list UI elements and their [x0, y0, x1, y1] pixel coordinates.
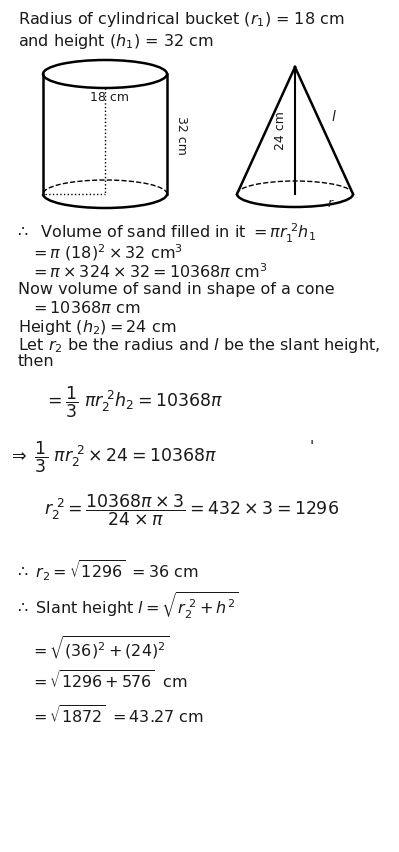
- Text: $= \sqrt{(36)^2 + (24)^2}$: $= \sqrt{(36)^2 + (24)^2}$: [30, 634, 169, 661]
- Text: $\therefore\ r_2 = \sqrt{1296}\ = 36$ cm: $\therefore\ r_2 = \sqrt{1296}\ = 36$ cm: [14, 557, 199, 582]
- Text: 18 cm: 18 cm: [89, 91, 128, 104]
- Text: Let $r_2$ be the radius and $l$ be the slant height,: Let $r_2$ be the radius and $l$ be the s…: [18, 336, 380, 354]
- Text: $\therefore\ \mathrm{Slant\ height}\ l = \sqrt{r_2^{\ 2} + h^2}$: $\therefore\ \mathrm{Slant\ height}\ l =…: [14, 590, 239, 621]
- Text: $= \dfrac{1}{3}\ \pi r_2^{\ 2} h_2 = 10368\pi$: $= \dfrac{1}{3}\ \pi r_2^{\ 2} h_2 = 103…: [44, 384, 223, 420]
- Text: $\therefore$  Volume of sand filled in it $= \pi r_1^{\ 2}h_1$: $\therefore$ Volume of sand filled in it…: [14, 222, 316, 245]
- Text: $= 10368\pi$ cm: $= 10368\pi$ cm: [30, 300, 140, 315]
- Text: $= \pi\ (18)^2 \times 32\ \mathrm{cm}^3$: $= \pi\ (18)^2 \times 32\ \mathrm{cm}^3$: [30, 242, 183, 262]
- Text: ': ': [310, 440, 314, 454]
- Text: $= \sqrt{1296 + 576}\ $ cm: $= \sqrt{1296 + 576}\ $ cm: [30, 669, 188, 691]
- Text: Height $(h_2) = 24$ cm: Height $(h_2) = 24$ cm: [18, 318, 176, 337]
- Text: and height ($h_1$) = 32 cm: and height ($h_1$) = 32 cm: [18, 32, 213, 51]
- Text: 24 cm: 24 cm: [274, 112, 287, 150]
- Text: $r$: $r$: [327, 197, 335, 210]
- Text: 32 cm: 32 cm: [176, 115, 188, 154]
- Text: $\Rightarrow\ \dfrac{1}{3}\ \pi r_2^{\ 2} \times 24 = 10368\pi$: $\Rightarrow\ \dfrac{1}{3}\ \pi r_2^{\ 2…: [8, 440, 217, 475]
- Text: $= \pi \times 324 \times 32 = 10368\pi\ \mathrm{cm}^3$: $= \pi \times 324 \times 32 = 10368\pi\ …: [30, 262, 267, 280]
- Text: Now volume of sand in shape of a cone: Now volume of sand in shape of a cone: [18, 282, 335, 296]
- Text: $l$: $l$: [331, 109, 337, 124]
- Text: $= \sqrt{1872}\ = 43.27$ cm: $= \sqrt{1872}\ = 43.27$ cm: [30, 704, 204, 726]
- Text: Radius of cylindrical bucket ($r_1$) = 18 cm: Radius of cylindrical bucket ($r_1$) = 1…: [18, 10, 344, 29]
- Text: then: then: [18, 354, 55, 369]
- Text: $r_2^{\ 2} = \dfrac{10368\pi \times 3}{24 \times \pi} = 432 \times 3 = 1296$: $r_2^{\ 2} = \dfrac{10368\pi \times 3}{2…: [44, 492, 339, 527]
